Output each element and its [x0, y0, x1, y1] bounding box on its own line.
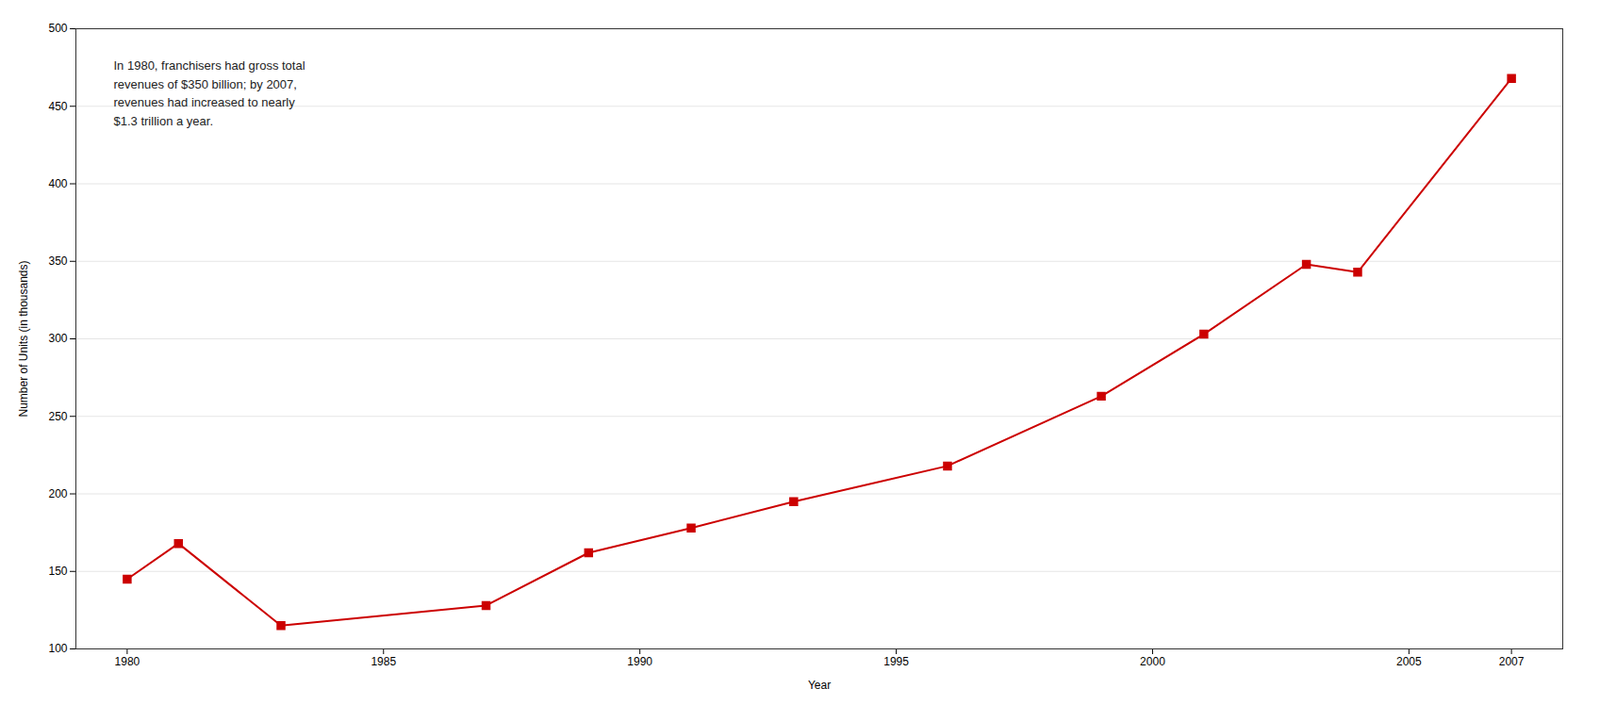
- svg-text:100: 100: [48, 642, 67, 656]
- svg-text:2000: 2000: [1139, 655, 1166, 669]
- svg-text:350: 350: [48, 254, 67, 268]
- svg-text:400: 400: [48, 177, 67, 191]
- svg-text:200: 200: [48, 487, 67, 501]
- svg-text:2007: 2007: [1499, 655, 1525, 669]
- svg-text:250: 250: [48, 410, 67, 424]
- svg-text:150: 150: [48, 564, 67, 578]
- svg-text:Number of Units (in thousands): Number of Units (in thousands): [16, 260, 31, 417]
- svg-text:1980: 1980: [115, 655, 141, 669]
- svg-text:1995: 1995: [883, 655, 909, 669]
- svg-text:300: 300: [48, 331, 67, 346]
- svg-text:1985: 1985: [370, 655, 396, 669]
- svg-text:450: 450: [48, 99, 67, 114]
- svg-text:500: 500: [48, 21, 67, 35]
- svg-text:Year: Year: [808, 678, 831, 693]
- svg-text:In 1980, franchisers had gross: In 1980, franchisers had gross totalreve…: [114, 58, 306, 129]
- svg-text:2005: 2005: [1396, 655, 1422, 669]
- svg-text:1990: 1990: [626, 655, 653, 669]
